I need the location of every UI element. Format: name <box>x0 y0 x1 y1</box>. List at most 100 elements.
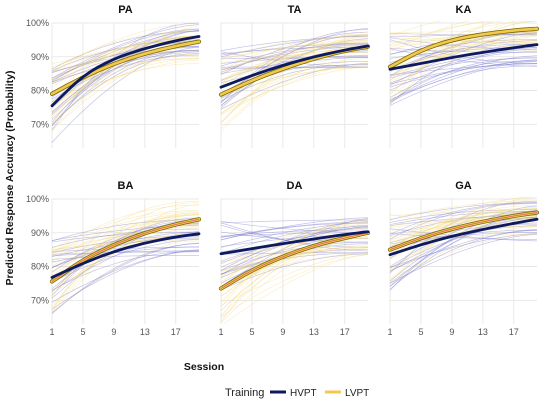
hvpt-individual-line <box>221 31 368 75</box>
lvpt-individual-line <box>390 209 537 216</box>
lvpt-individual-line <box>390 210 537 242</box>
lvpt-individual-line <box>390 41 537 77</box>
hvpt-individual-line <box>390 59 537 100</box>
lvpt-individual-line <box>390 205 537 252</box>
legend: Training HVPT LVPT <box>225 387 369 399</box>
lvpt-individual-line <box>52 216 199 276</box>
hvpt-individual-line <box>52 24 199 79</box>
panel-title: PA <box>118 4 133 16</box>
lvpt-individual-line <box>221 225 368 284</box>
legend-label-lvpt: LVPT <box>345 388 369 399</box>
legend-items: HVPT LVPT <box>270 388 369 399</box>
lvpt-individual-line <box>390 211 537 246</box>
lvpt-individual-line <box>390 26 537 96</box>
lvpt-mean-line <box>388 27 539 69</box>
hvpt-individual-line <box>221 249 368 275</box>
hvpt-individual-line <box>221 226 368 254</box>
hvpt-individual-line <box>52 250 199 310</box>
individual-trajectories <box>390 21 537 106</box>
x-tick-label: 17 <box>340 327 350 337</box>
lvpt-individual-line <box>52 50 199 72</box>
lvpt-individual-line <box>390 197 533 272</box>
hvpt-individual-line <box>390 234 537 284</box>
hvpt-individual-line <box>52 30 199 114</box>
lvpt-individual-line <box>221 41 368 60</box>
lvpt-individual-line <box>52 213 199 309</box>
hvpt-individual-line <box>52 50 199 126</box>
lvpt-individual-line <box>390 212 537 244</box>
x-tick-label: 5 <box>80 327 85 337</box>
hvpt-individual-line <box>52 53 199 125</box>
hvpt-individual-line <box>52 50 199 73</box>
lvpt-individual-line <box>221 39 368 74</box>
lvpt-individual-line <box>221 244 368 276</box>
lvpt-individual-line <box>52 58 199 81</box>
lvpt-individual-line <box>221 58 368 129</box>
hvpt-individual-line <box>390 205 537 287</box>
hvpt-individual-line <box>390 202 537 235</box>
x-tick-label: 9 <box>111 327 116 337</box>
lvpt-individual-line <box>390 21 494 45</box>
lvpt-individual-line <box>52 238 199 264</box>
lvpt-individual-line <box>52 240 199 251</box>
hvpt-individual-line <box>221 221 368 238</box>
x-tick-label: 13 <box>309 327 319 337</box>
lvpt-individual-line <box>221 254 368 317</box>
hvpt-individual-line <box>221 217 368 240</box>
lvpt-individual-line <box>390 21 517 94</box>
hvpt-individual-line <box>390 43 537 63</box>
hvpt-individual-line <box>390 230 537 287</box>
hvpt-mean-line <box>219 230 370 256</box>
hvpt-individual-line <box>221 252 368 275</box>
hvpt-individual-line <box>52 46 199 143</box>
lvpt-individual-line <box>221 220 368 301</box>
lvpt-individual-line <box>221 64 368 132</box>
hvpt-individual-line <box>390 32 537 86</box>
lvpt-individual-line <box>52 37 199 96</box>
lvpt-individual-line <box>221 224 368 278</box>
hvpt-individual-line <box>221 253 368 291</box>
hvpt-individual-line <box>390 216 537 272</box>
hvpt-individual-line <box>221 222 368 248</box>
hvpt-individual-line <box>390 57 537 103</box>
hvpt-individual-line <box>52 228 199 248</box>
hvpt-individual-line <box>221 221 368 233</box>
hvpt-individual-line <box>221 231 368 243</box>
lvpt-individual-line <box>52 23 199 73</box>
hvpt-individual-line <box>221 38 368 106</box>
panel-title: BA <box>118 180 134 192</box>
hvpt-individual-line <box>52 246 199 263</box>
lvpt-individual-line <box>221 44 368 73</box>
hvpt-individual-line <box>390 40 537 72</box>
hvpt-individual-line <box>52 22 199 131</box>
panel-title: GA <box>455 180 472 192</box>
hvpt-individual-line <box>52 242 199 313</box>
lvpt-individual-line <box>221 247 368 272</box>
lvpt-individual-line <box>52 226 199 254</box>
panel-pa: PA 70% 80% 90% 100% <box>26 4 202 148</box>
lvpt-individual-line <box>390 207 537 249</box>
hvpt-individual-line <box>390 34 537 38</box>
chart-panels: PA 70% 80% 90% 100% TA KA BA 70% 80% 90% 100% 1 5 9 13 1… <box>26 4 540 337</box>
hvpt-individual-line <box>390 211 537 259</box>
hvpt-individual-line <box>221 232 368 237</box>
hvpt-individual-line <box>390 202 537 221</box>
hvpt-individual-line <box>52 54 199 100</box>
hvpt-individual-line <box>52 28 199 109</box>
hvpt-individual-line <box>221 224 368 262</box>
hvpt-individual-line <box>390 57 537 79</box>
x-tick-label: 1 <box>49 327 54 337</box>
hvpt-individual-line <box>390 31 537 76</box>
lvpt-individual-line <box>221 67 368 98</box>
hvpt-individual-line <box>52 243 199 315</box>
hvpt-individual-line <box>52 49 199 113</box>
hvpt-individual-line <box>221 46 368 54</box>
lvpt-individual-line <box>221 54 368 114</box>
hvpt-individual-line <box>221 63 368 110</box>
lvpt-individual-line <box>390 34 537 90</box>
hvpt-individual-line <box>221 64 368 102</box>
lvpt-individual-line <box>390 31 537 77</box>
hvpt-individual-line <box>390 228 537 242</box>
lvpt-individual-line <box>390 201 537 249</box>
